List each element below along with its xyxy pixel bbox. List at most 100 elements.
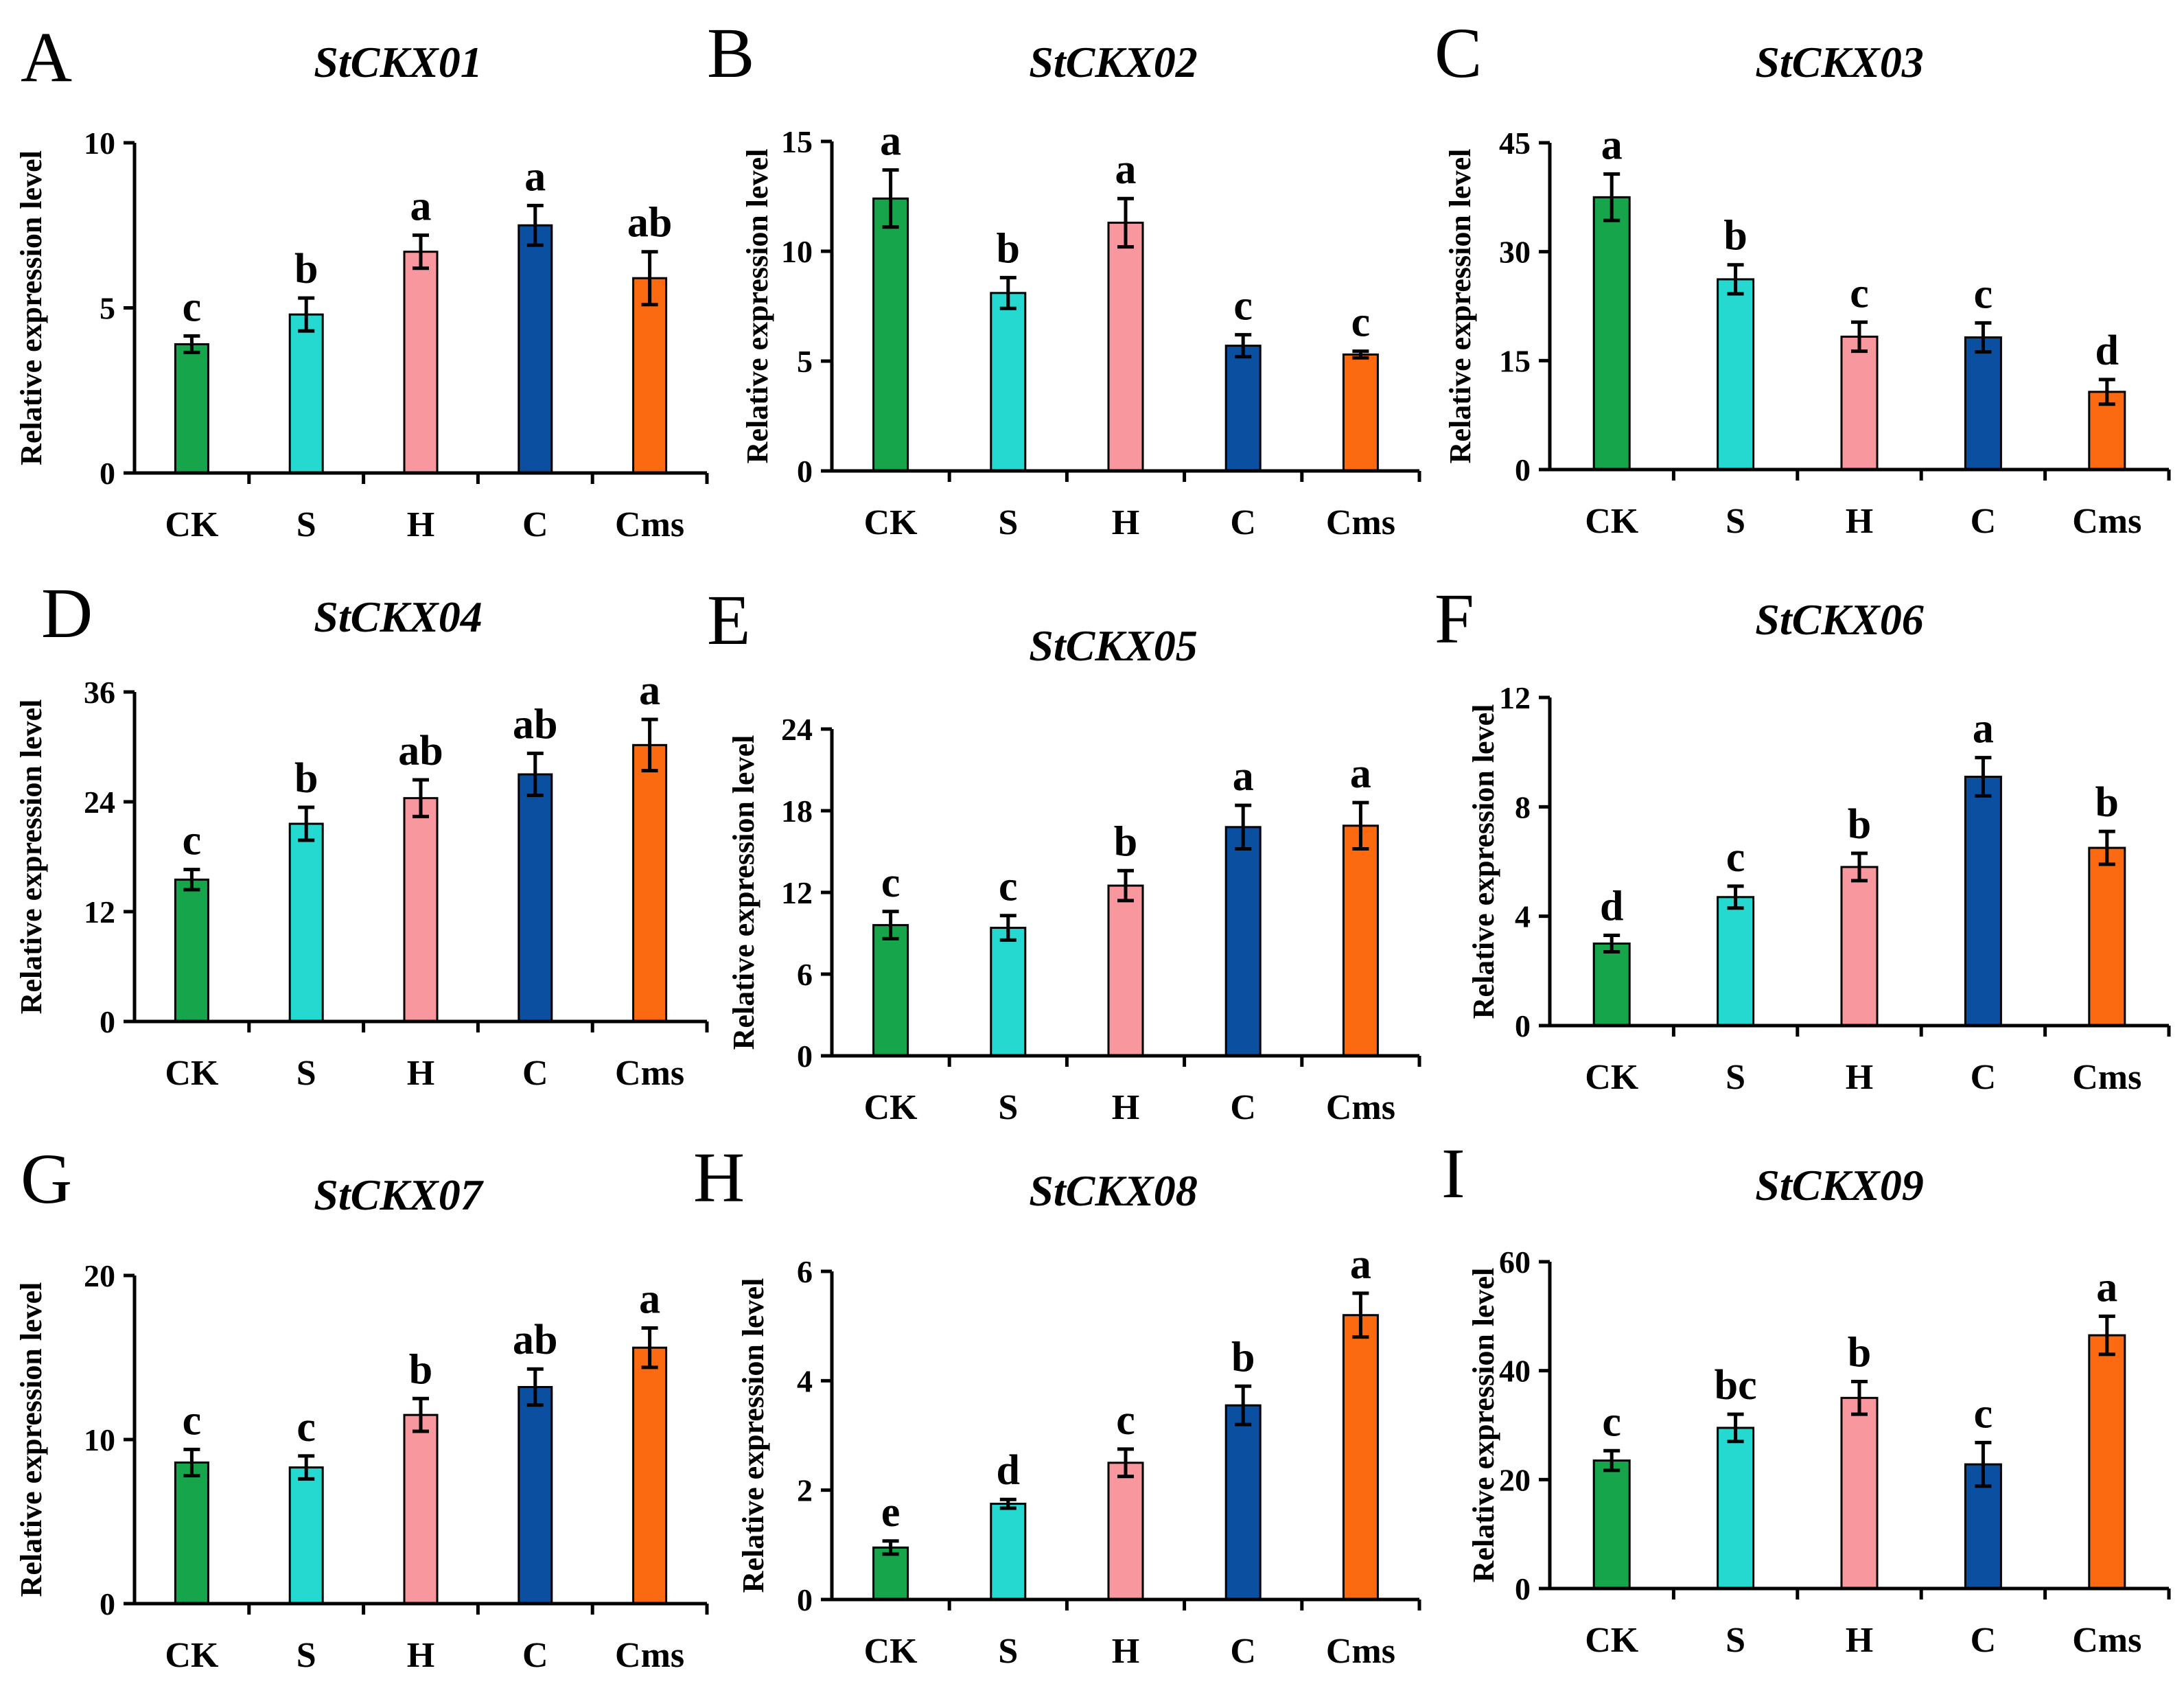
x-tick-label: Cms [1326,1088,1395,1127]
panel-e: E StCKX05 Relative expression level c CK c Sb H… [707,581,1421,1127]
panel-title: StCKX09 [1755,1161,1923,1210]
panel-title: StCKX01 [314,38,482,86]
panel-letter: D [41,574,93,653]
significance-label: b [1114,818,1137,865]
x-tick-label: H [1112,1632,1139,1671]
y-tick-label: 4 [1515,899,1531,934]
bar-h [1840,866,1879,1027]
y-tick-label: 0 [100,1004,115,1039]
significance-label: d [997,1447,1020,1494]
bar-s [990,1503,1027,1601]
bar-ck [872,197,909,472]
panel-letter: H [693,1138,745,1217]
panel-c: C StCKX03 Relative expression level a CK b Sc H… [1434,14,2171,541]
panel-title: StCKX08 [1029,1166,1197,1215]
x-tick-label: CK [864,1632,918,1671]
x-tick-label: CK [864,503,918,542]
significance-label: b [1723,213,1747,259]
x-tick-label: Cms [615,1054,684,1093]
bar-h [1107,884,1144,1057]
y-tick-label: 12 [84,894,115,929]
bar-c [518,773,553,1023]
y-axis-label: Relative expression level [1443,149,1477,464]
panel-h: H StCKX08 Relative expression level e CK d Sc H… [693,1138,1421,1671]
bar-s [990,292,1027,472]
x-tick-label: S [297,1636,316,1675]
significance-label: a [1973,706,1994,752]
significance-label: ab [627,200,672,246]
y-axis-label: Relative expression level [1467,1268,1500,1583]
x-tick-label: CK [165,1054,219,1093]
significance-label: c [1726,834,1745,881]
y-tick-label: 45 [1499,126,1531,161]
significance-label: c [183,284,202,330]
x-tick-label: Cms [615,1636,684,1675]
significance-label: e [881,1489,901,1536]
panel-d: D StCKX04 Relative expression level c CK b Sab… [14,574,709,1093]
y-tick-label: 0 [797,1582,813,1617]
y-tick-label: 0 [100,1586,115,1621]
x-tick-label: H [407,505,434,544]
y-tick-label: 10 [84,1422,115,1457]
x-tick-label: CK [165,505,219,544]
significance-label: b [997,225,1020,272]
bar-cms [2088,846,2126,1027]
y-tick-label: 15 [781,124,813,159]
x-tick-label: Cms [1326,503,1395,542]
x-tick-label: CK [1585,1058,1639,1097]
bar-h [403,251,439,474]
y-axis-label: Relative expression level [1467,704,1500,1019]
y-tick-label: 12 [781,875,813,910]
bar-c [518,1386,553,1605]
significance-label: b [1848,1330,1871,1376]
y-tick-label: 2 [797,1473,813,1508]
significance-label: b [294,246,318,292]
significance-label: b [294,755,318,802]
bar-cms [1342,824,1379,1057]
x-tick-label: S [998,503,1018,542]
significance-label: c [999,864,1018,910]
y-axis-label: Relative expression level [727,735,760,1050]
bar-s [288,313,324,474]
significance-label: c [1233,283,1253,330]
significance-label: ab [513,1317,557,1363]
panel-letter: E [707,581,751,660]
significance-label: d [2095,327,2119,374]
y-axis-label: Relative expression level [741,149,774,464]
significance-label: c [1351,299,1371,346]
x-tick-label: H [1112,503,1139,542]
x-tick-label: Cms [2072,1058,2141,1097]
y-tick-label: 0 [797,454,813,489]
bar-s [990,927,1027,1057]
bar-ck [1592,943,1631,1027]
x-tick-label: C [522,1636,548,1675]
significance-label: a [880,118,901,165]
bar-ck [174,1461,209,1605]
x-tick-label: C [1230,1088,1256,1127]
y-tick-label: 36 [84,675,115,710]
significance-label: a [1601,122,1623,168]
significance-label: bc [1715,1362,1757,1409]
bar-cms [1342,1314,1379,1601]
significance-label: ab [513,701,557,748]
bar-s [288,822,324,1023]
y-tick-label: 6 [797,957,813,992]
significance-label: a [1115,146,1137,193]
y-tick-label: 40 [1499,1354,1531,1389]
bar-c [1224,826,1262,1057]
x-tick-label: C [522,1054,548,1093]
y-axis-label: Relative expression level [14,1282,48,1597]
panel-title: StCKX06 [1755,595,1923,644]
significance-label: d [1600,884,1623,930]
significance-label: c [881,859,901,906]
y-tick-label: 10 [781,234,813,269]
panel-letter: I [1441,1134,1465,1213]
significance-label: c [1974,1390,1993,1437]
panel-f: F StCKX06 Relative expression level d CK c Sb H… [1434,579,2171,1097]
y-tick-label: 0 [797,1039,813,1074]
significance-label: c [1116,1397,1135,1444]
x-tick-label: Cms [2072,502,2141,541]
y-axis-label: Relative expression level [14,150,48,465]
bar-h [1107,221,1144,472]
